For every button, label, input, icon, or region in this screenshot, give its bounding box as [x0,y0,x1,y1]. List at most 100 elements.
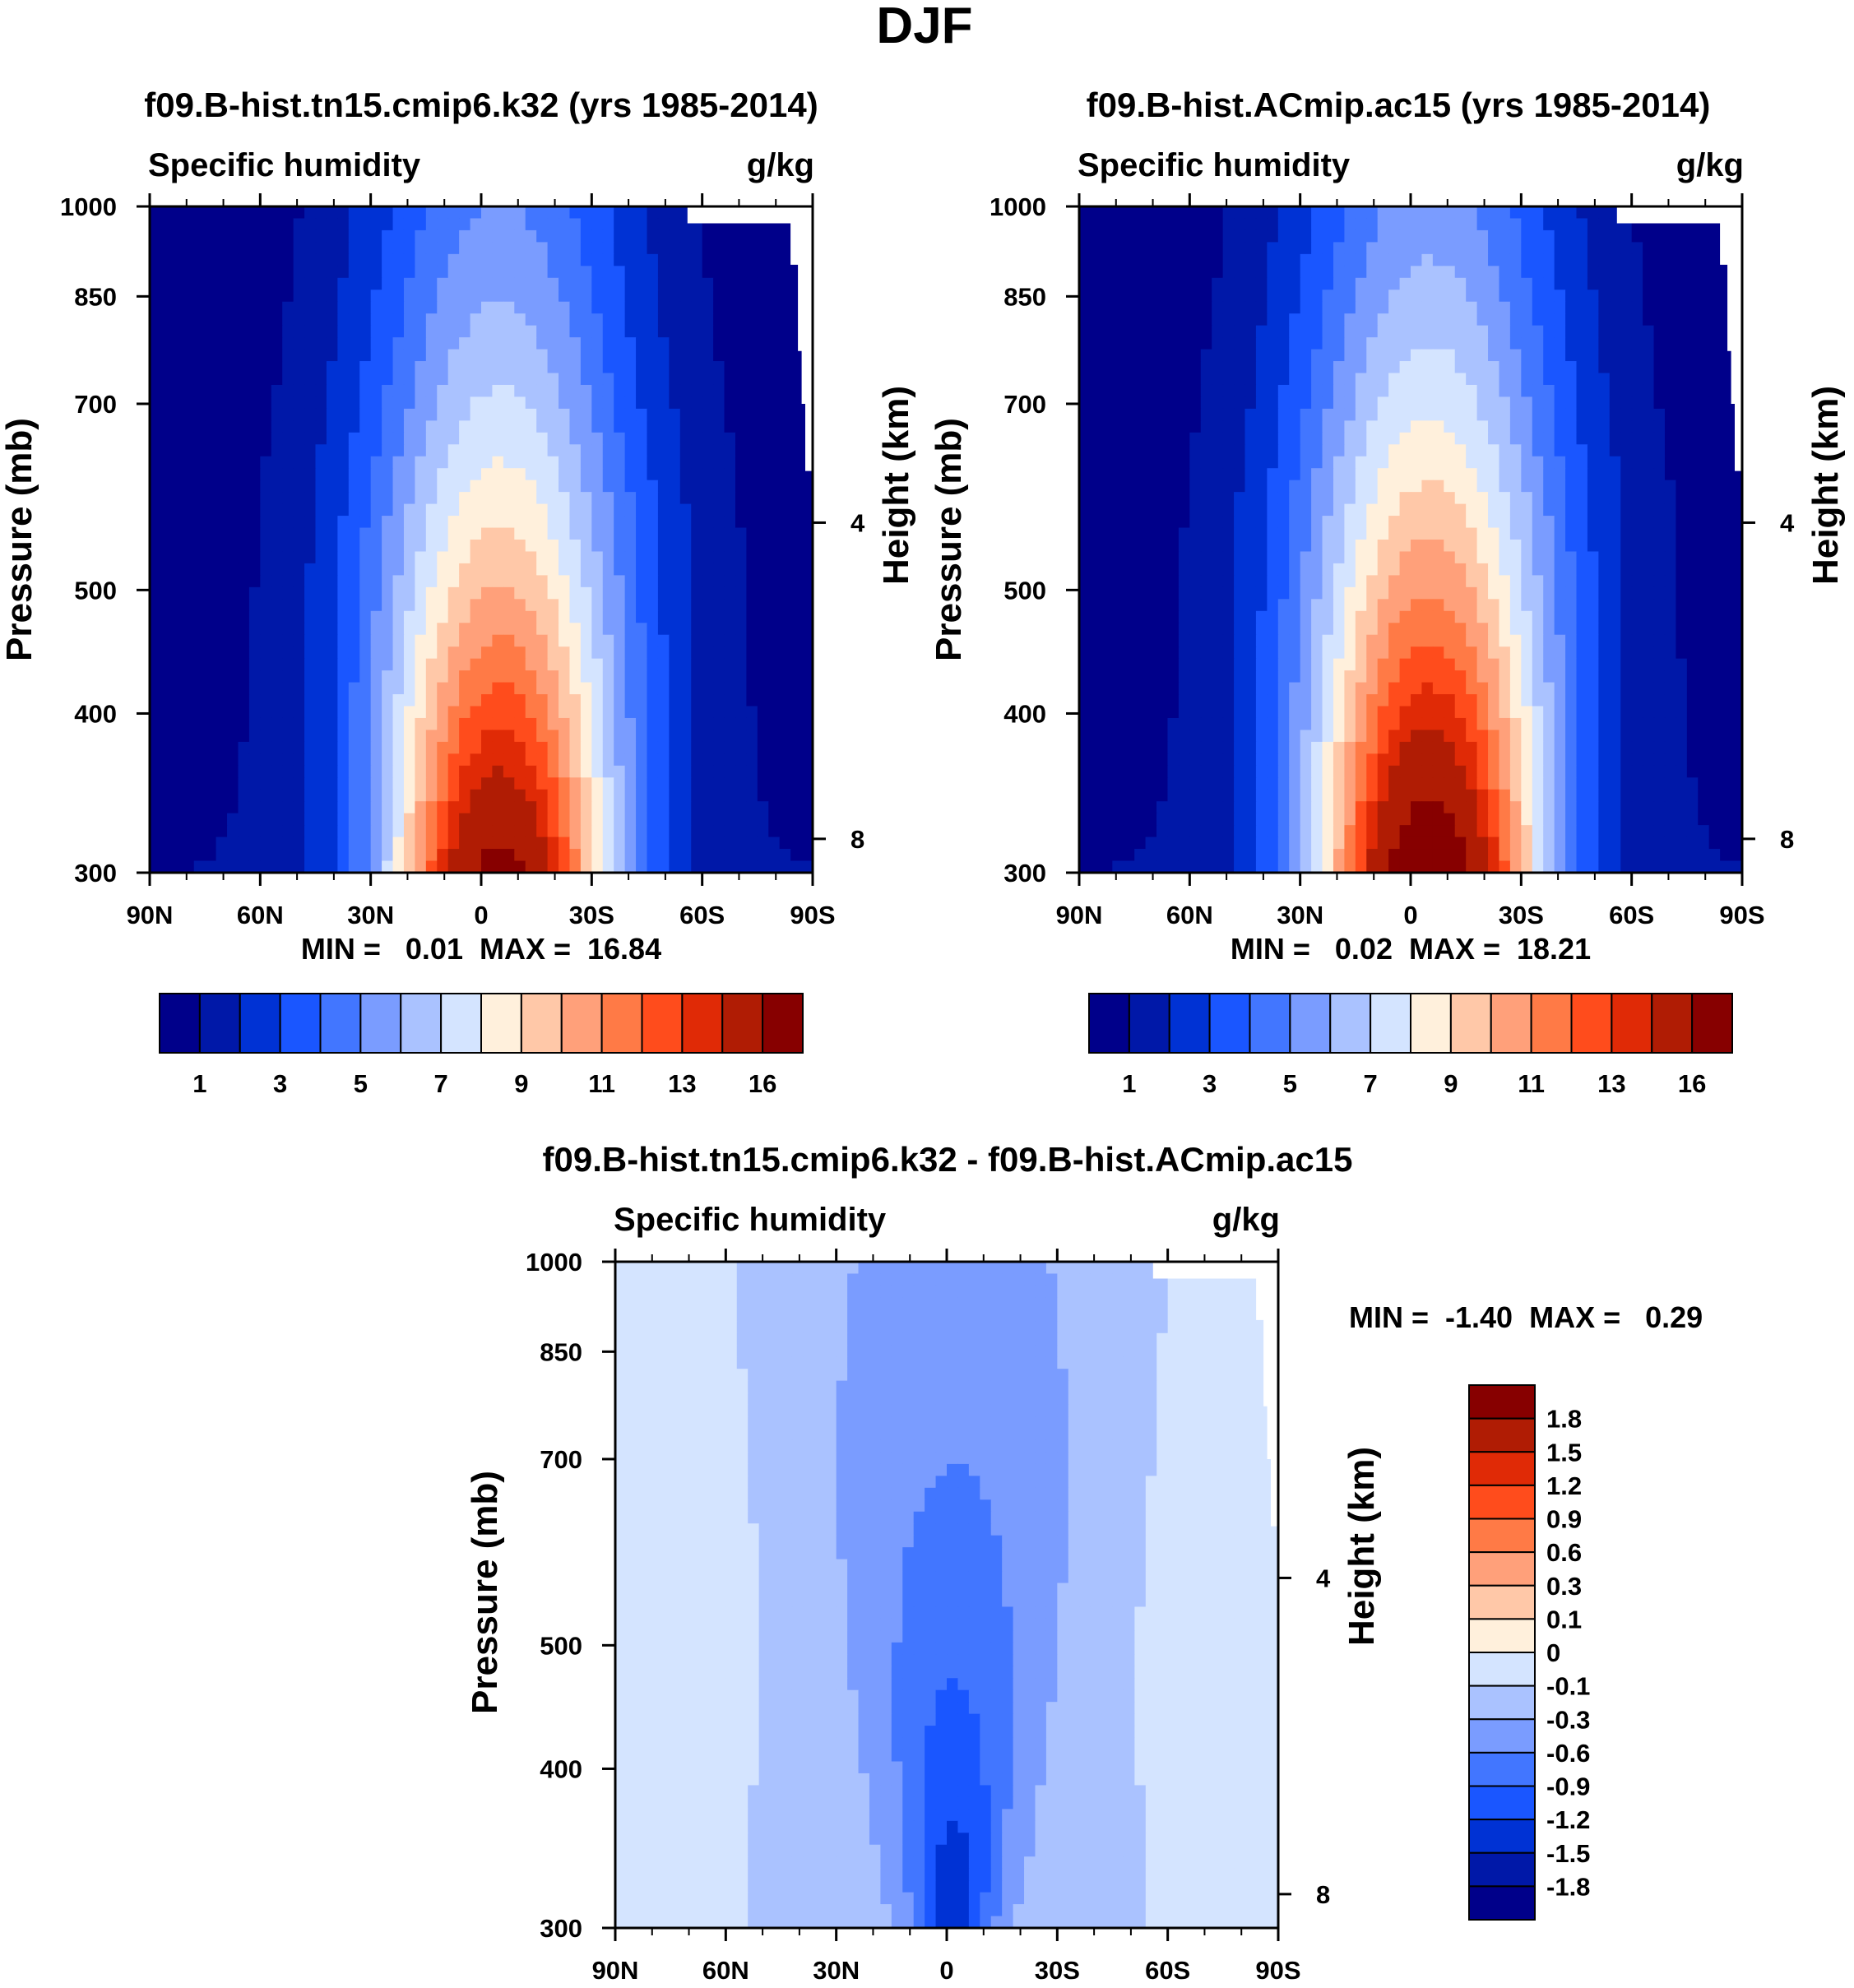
field-cell [1499,242,1511,255]
field-cell [679,730,692,743]
field-cell [669,741,681,754]
field-cell [1432,277,1444,290]
field-cell [624,396,637,410]
field-cell [525,444,537,457]
field-cell [1289,480,1301,493]
field-cell [260,646,272,660]
field-cell [790,551,803,564]
field-cell [1444,290,1456,303]
field-cell [282,706,294,719]
field-cell [370,444,382,457]
field-cell [569,253,582,266]
field-cell [1079,349,1092,362]
field-cell [547,741,559,754]
field-cell [691,813,703,826]
field-cell [447,253,460,266]
field-cell [746,563,758,576]
field-cell [293,694,305,707]
field-cell [614,349,626,362]
field-cell [591,277,604,290]
field-cell [757,313,769,327]
field-cell [1079,337,1092,350]
field-cell [1411,337,1423,350]
field-cell [150,361,162,374]
field-cell [580,432,592,445]
field-cell [1355,277,1367,290]
field-cell [326,408,338,421]
field-cell [614,313,626,327]
field-cell [768,229,781,243]
field-cell [1300,290,1312,303]
field-cell [735,670,747,684]
field-cell [1532,480,1544,493]
field-cell [470,575,482,588]
field-cell [1708,468,1721,481]
field-cell [1355,253,1367,266]
field-cell [282,468,294,481]
field-cell [669,540,681,553]
field-cell [768,753,781,767]
field-cell [669,373,681,386]
field-cell [580,623,592,636]
field-cell [1333,313,1345,327]
field-cell [359,290,372,303]
field-cell [1234,325,1246,338]
field-cell [1300,420,1312,433]
field-cell [602,384,614,398]
field-cell [602,253,614,266]
field-cell [359,266,372,279]
field-cell [1244,290,1257,303]
field-cell [227,325,239,338]
field-cell [459,516,471,529]
field-cell [315,563,327,576]
field-cell [702,599,714,612]
field-cell [735,777,747,790]
field-cell [1300,456,1312,469]
field-cell [1676,337,1688,350]
field-cell [779,277,791,290]
field-cell [614,860,626,874]
field-cell [248,825,261,838]
field-cell [591,753,604,767]
field-cell [1101,492,1113,505]
field-cell [790,658,803,671]
field-cell [636,290,648,303]
field-cell [1587,468,1599,481]
field-cell [315,313,327,327]
field-cell [1300,325,1312,338]
field-cell [1311,218,1323,231]
field-cell [657,480,670,493]
field-cell [1178,361,1190,374]
field-cell [492,432,504,445]
field-cell [735,253,747,266]
field-cell [447,741,460,754]
field-cell [1101,420,1113,433]
field-cell [370,730,382,743]
field-cell [304,670,317,684]
field-cell [547,777,559,790]
field-cell [326,218,338,231]
field-cell [1532,301,1544,314]
field-cell [260,349,272,362]
field-cell [1311,503,1323,517]
field-cell [1509,468,1522,481]
field-cell [382,551,394,564]
field-cell [1090,266,1102,279]
field-cell [1587,349,1599,362]
field-cell [580,253,592,266]
field-cell [1145,349,1157,362]
field-cell [282,825,294,838]
field-cell [205,468,217,481]
field-cell [801,836,813,850]
field-cell [1112,480,1124,493]
field-cell [757,540,769,553]
field-cell [304,229,317,243]
field-cell [647,361,659,374]
field-cell [1189,325,1202,338]
field-cell [657,813,670,826]
field-cell [580,836,592,850]
field-cell [183,551,195,564]
field-cell [768,503,781,517]
field-cell [735,313,747,327]
field-cell [238,277,250,290]
